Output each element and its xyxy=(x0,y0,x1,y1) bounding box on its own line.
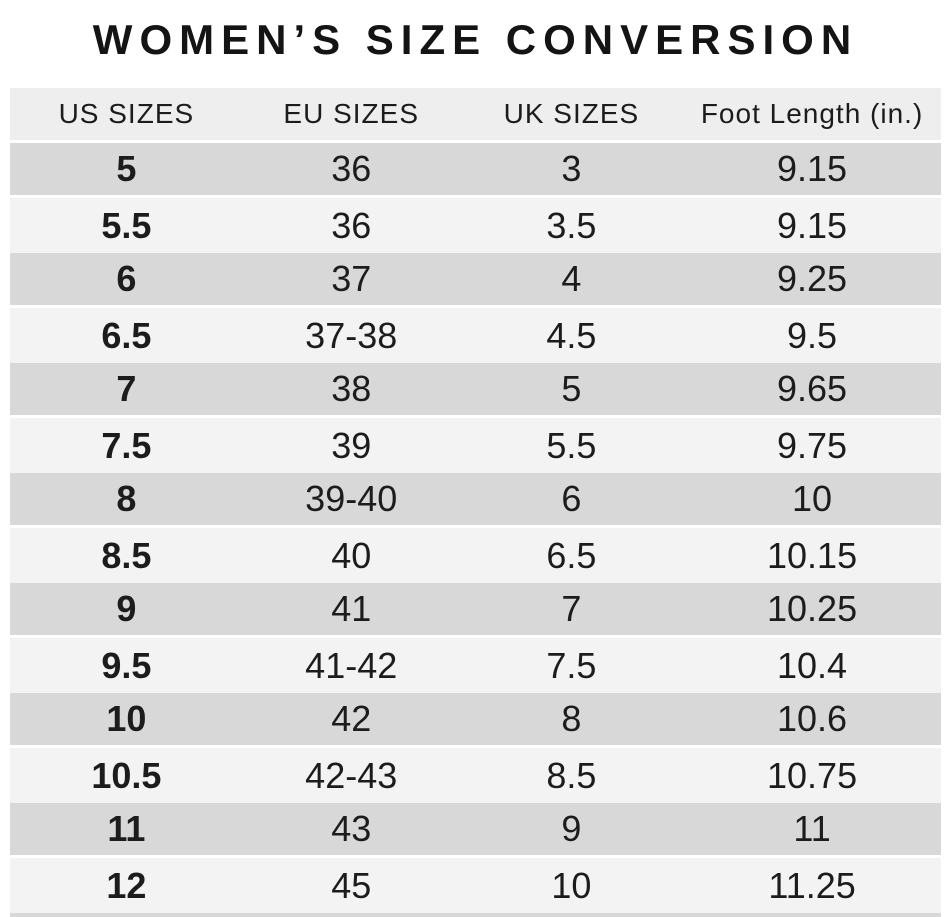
eu-size-cell: 45 xyxy=(242,858,460,913)
table-row: 5 36 3 9.15 xyxy=(10,143,941,198)
table-row: 8 39-40 6 10 xyxy=(10,473,941,528)
uk-size-cell: 8.5 xyxy=(459,748,684,803)
table-row: 7 38 5 9.65 xyxy=(10,363,941,418)
table-row: 6 37 4 9.25 xyxy=(10,253,941,308)
us-size-cell: 12 xyxy=(10,858,243,913)
foot-length-cell: 9.25 xyxy=(683,253,941,308)
eu-size-cell: 42 xyxy=(242,693,460,748)
us-size-cell: 10.5 xyxy=(10,748,243,803)
foot-length-cell: 9.75 xyxy=(683,418,941,473)
us-size-cell: 5 xyxy=(10,143,243,198)
table-row: 10 42 8 10.6 xyxy=(10,693,941,748)
eu-size-cell: 41 xyxy=(242,583,460,638)
eu-size-cell: 43 xyxy=(242,803,460,858)
foot-length-cell: 11 xyxy=(683,803,941,858)
eu-size-cell: 42-43 xyxy=(242,748,460,803)
uk-size-cell: 3 xyxy=(459,143,684,198)
eu-size-cell: 36 xyxy=(242,198,460,253)
foot-length-cell: 9.15 xyxy=(683,198,941,253)
eu-size-cell: 38 xyxy=(242,363,460,418)
foot-length-cell: 9.65 xyxy=(683,363,941,418)
eu-size-cell: 41-42 xyxy=(242,638,460,693)
foot-length-cell: 9.5 xyxy=(683,308,941,363)
uk-size-cell: 4 xyxy=(459,253,684,308)
us-size-cell: 8 xyxy=(10,473,243,528)
page-title: WOMEN’S SIZE CONVERSION xyxy=(92,16,859,63)
foot-length-cell: 10.6 xyxy=(683,693,941,748)
us-size-cell: 6.5 xyxy=(10,308,243,363)
table-row: 9 41 7 10.25 xyxy=(10,583,941,638)
table-row: 7.5 39 5.5 9.75 xyxy=(10,418,941,473)
table-header: US SIZES EU SIZES UK SIZES Foot Length (in.… xyxy=(10,88,941,143)
uk-size-cell: 7 xyxy=(459,583,684,638)
eu-size-cell: 37 xyxy=(242,253,460,308)
table-row: 10.5 42-43 8.5 10.75 xyxy=(10,748,941,803)
us-size-cell: 8.5 xyxy=(10,528,243,583)
table-row: 6.5 37-38 4.5 9.5 xyxy=(10,308,941,363)
eu-size-cell: 39 xyxy=(242,418,460,473)
foot-length-cell: 10.75 xyxy=(683,748,941,803)
size-conversion-table: US SIZES EU SIZES UK SIZES Foot Length (in.… xyxy=(10,88,941,913)
us-size-cell: 9.5 xyxy=(10,638,243,693)
header-row: US SIZES EU SIZES UK SIZES Foot Length (in.… xyxy=(10,88,941,143)
foot-length-cell: 11.25 xyxy=(683,858,941,913)
uk-size-cell: 10 xyxy=(459,858,684,913)
uk-size-cell: 4.5 xyxy=(459,308,684,363)
column-header-uk-size: UK SIZES xyxy=(459,88,684,143)
table-row: 11 43 9 11 xyxy=(10,803,941,858)
uk-size-cell: 6 xyxy=(459,473,684,528)
us-size-cell: 9 xyxy=(10,583,243,638)
us-size-cell: 10 xyxy=(10,693,243,748)
us-size-cell: 5.5 xyxy=(10,198,243,253)
uk-size-cell: 7.5 xyxy=(459,638,684,693)
uk-size-cell: 8 xyxy=(459,693,684,748)
us-size-cell: 7.5 xyxy=(10,418,243,473)
table-body: 5 36 3 9.15 5.5 36 3.5 9.15 6 37 4 9.25 6.5 37-38 4.5 9… xyxy=(10,143,941,913)
column-header-foot-length: Foot Length (in.) xyxy=(683,88,941,143)
eu-size-cell: 36 xyxy=(242,143,460,198)
eu-size-cell: 40 xyxy=(242,528,460,583)
uk-size-cell: 5.5 xyxy=(459,418,684,473)
eu-size-cell: 39-40 xyxy=(242,473,460,528)
size-conversion-table-wrap: US SIZES EU SIZES UK SIZES Foot Length (in.… xyxy=(10,88,941,913)
foot-length-cell: 10 xyxy=(683,473,941,528)
foot-length-cell: 10.25 xyxy=(683,583,941,638)
uk-size-cell: 9 xyxy=(459,803,684,858)
eu-size-cell: 37-38 xyxy=(242,308,460,363)
column-header-eu-size: EU SIZES xyxy=(242,88,460,143)
foot-length-cell: 10.15 xyxy=(683,528,941,583)
foot-length-cell: 9.15 xyxy=(683,143,941,198)
table-row: 12 45 10 11.25 xyxy=(10,858,941,913)
table-row: 8.5 40 6.5 10.15 xyxy=(10,528,941,583)
table-row: 5.5 36 3.5 9.15 xyxy=(10,198,941,253)
us-size-cell: 6 xyxy=(10,253,243,308)
table-row: 9.5 41-42 7.5 10.4 xyxy=(10,638,941,693)
us-size-cell: 11 xyxy=(10,803,243,858)
foot-length-cell: 10.4 xyxy=(683,638,941,693)
uk-size-cell: 6.5 xyxy=(459,528,684,583)
uk-size-cell: 5 xyxy=(459,363,684,418)
column-header-us-size: US SIZES xyxy=(10,88,243,143)
uk-size-cell: 3.5 xyxy=(459,198,684,253)
cutoff-row-sliver xyxy=(10,913,941,917)
us-size-cell: 7 xyxy=(10,363,243,418)
